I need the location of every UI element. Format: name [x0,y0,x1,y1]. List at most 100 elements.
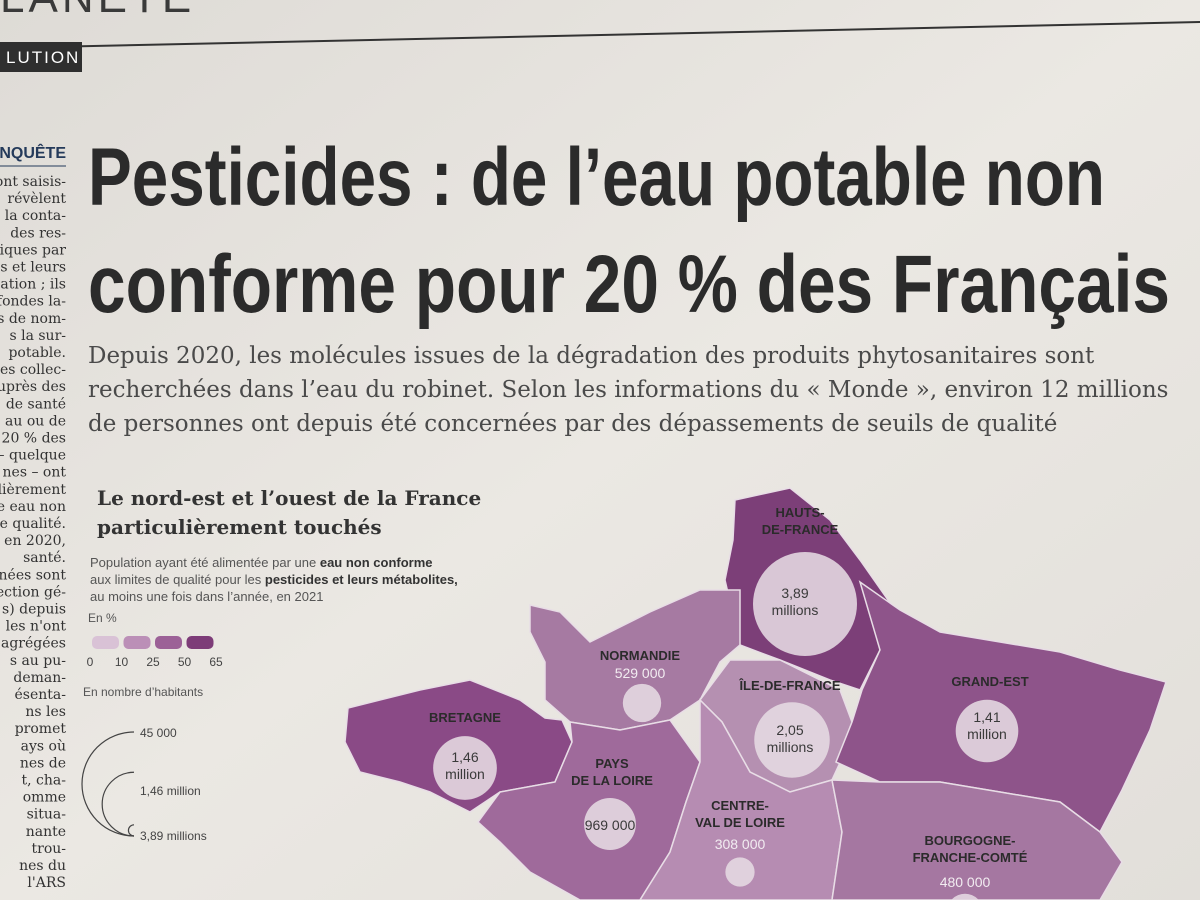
region-name: CENTRE- [711,798,769,813]
section-box [0,42,82,72]
column-line: deman- [13,670,66,686]
population-bubble [622,683,662,723]
description-segment: au moins une fois dans l’année, en 2021 [90,589,323,604]
legend-swatch [123,636,151,649]
column-line: s la sur- [9,328,66,344]
region-name: NORMANDIE [600,648,680,663]
region-name: FRANCHE-COMTÉ [913,850,1028,865]
region-name: BRETAGNE [429,710,501,725]
population-label: 1,41 [973,709,1000,725]
description-segment: eau non conforme [320,555,433,570]
color-legend-label: En % [88,611,117,625]
population-bubble [584,798,636,850]
column-line: potable. [8,345,66,361]
column-line: de qualité. [0,516,66,532]
population-bubble [754,702,830,778]
population-label: 529 000 [615,665,666,681]
population-bubble [955,699,1019,763]
rule [0,21,1200,49]
legend-tick: 65 [209,655,223,669]
population-label: million [445,766,485,782]
standfirst: Depuis 2020, les molécules issues de la … [88,343,1095,369]
legend-circle-label: 3,89 millions [140,829,207,843]
column-line: ays où [21,738,66,754]
column-line: t, cha- [22,773,67,789]
legend-circle [101,771,135,837]
region [831,779,1123,900]
population-label: 480 000 [940,874,991,890]
column-line: s en 2020, [0,533,66,549]
column-line: lièrement [0,482,66,498]
population-label: millions [767,739,814,755]
legend-circle-label: 1,46 million [140,784,201,798]
column-line: trou- [32,841,67,857]
column-line: fondes la- [0,294,66,310]
column-line: des res- [10,225,66,241]
legend-swatch [92,636,119,649]
content: HAUTS-DE-FRANCE3,89millionsNORMANDIE529 … [344,487,1167,900]
description-segment: Population ayant été alimentée par une [90,555,320,570]
column-line: au ou de [5,413,66,429]
column-line: – quelque [0,448,66,464]
legend-circle [81,731,135,837]
population-bubble [433,736,497,800]
column-line: driques par [0,242,66,258]
column-line: l'ARS [27,875,66,891]
column-line: e eau non [0,499,66,515]
region-name: VAL DE LOIRE [695,815,785,830]
section-top: LANETE [0,0,195,22]
size-legend-label: En nombre d’habitants [83,685,203,699]
map-title: particulièrement touchés [97,515,382,539]
column-line: les n'ont [6,619,67,635]
region [529,589,741,731]
map-description: au moins une fois dans l’année, en 2021 [90,589,323,604]
section-label: LUTION [6,48,80,67]
population-bubble [753,552,857,656]
map-description: aux limites de qualité pour les pesticid… [90,572,458,587]
population-bubble [951,893,979,900]
column-line: s) depuis [2,602,66,618]
region-name: PAYS [595,756,629,771]
region-name: DE-FRANCE [762,522,839,537]
column-line: 20 % des [2,431,66,447]
region-name: ÎLE-DE-FRANCE [738,678,840,693]
legend-swatch [186,636,214,649]
population-label: 1,46 [451,749,478,765]
legend-circle-label: 45 000 [140,726,177,740]
population-label: 308 000 [715,836,766,852]
region-name: BOURGOGNE- [925,833,1016,848]
population-label: million [967,726,1007,742]
column-line: ées collec- [0,362,66,378]
headline: Pesticides : de l’eau potable non [88,132,1105,223]
column-line: s au pu- [10,653,66,669]
column-line: agrégées [1,636,66,652]
population-bubble [725,857,755,887]
region-name: DE LA LOIRE [571,773,653,788]
legend-tick: 10 [115,655,129,669]
legend-tick: 0 [87,655,94,669]
column-line: nante [26,824,66,840]
population-label: 3,89 [781,585,808,601]
column-line: s de nom- [0,311,66,327]
column-line: ection gé- [0,584,66,600]
population-label: millions [772,602,819,618]
legend-swatch [155,636,182,649]
column-line: nées sont [0,567,66,583]
standfirst: recherchées dans l’eau du robinet. Selon… [88,377,1168,403]
description-segment: pesticides et leurs métabolites, [265,572,458,587]
column-line: sont saisis- [0,174,66,190]
column-line: ns les [25,704,66,720]
column-line: situa- [27,807,67,823]
kicker: ENQUÊTE [0,143,66,162]
column-line: santé. [23,550,66,566]
description-segment: aux limites de qualité pour les [90,572,265,587]
column-line: ésenta- [15,687,67,703]
map-title: Le nord-est et l’ouest de la France [97,486,481,510]
column-line: ation ; ils [0,277,66,293]
region-name: HAUTS- [775,505,824,520]
column-line: de la conta- [0,208,66,224]
region-name: GRAND-EST [951,674,1028,689]
column-line: nes – ont [3,465,67,481]
